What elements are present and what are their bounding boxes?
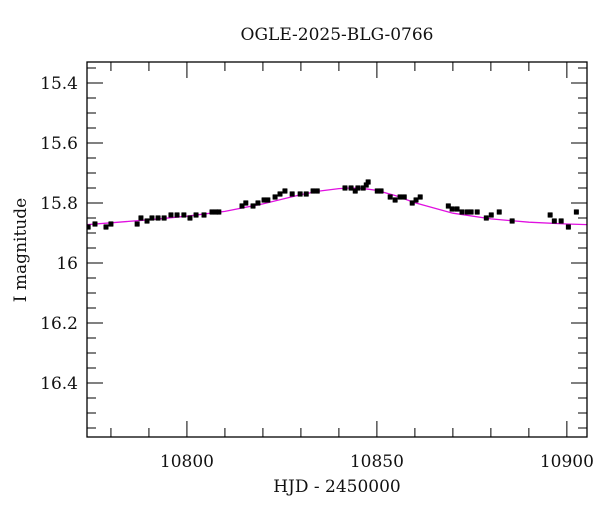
data-point <box>342 185 348 191</box>
data-point <box>187 215 193 221</box>
data-point <box>360 185 366 191</box>
data-point <box>474 209 480 215</box>
data-point <box>392 197 398 203</box>
data-point <box>181 212 187 218</box>
data-point <box>144 218 150 224</box>
x-axis: 10800 10850 10900 <box>110 62 594 472</box>
data-point <box>87 224 91 230</box>
data-point <box>509 218 515 224</box>
data-point <box>289 191 295 197</box>
data-point <box>459 209 465 215</box>
data-point <box>483 215 489 221</box>
data-point <box>378 188 384 194</box>
x-tick-label: 10800 <box>160 452 214 472</box>
data-point <box>103 224 109 230</box>
data-point <box>213 209 219 215</box>
data-point <box>239 203 245 209</box>
data-point <box>282 188 288 194</box>
data-point <box>551 218 557 224</box>
data-point <box>445 203 451 209</box>
data-point <box>174 212 180 218</box>
data-point <box>261 197 267 203</box>
data-point <box>355 185 361 191</box>
y-tick-label: 16.2 <box>40 314 78 334</box>
y-tick-label: 15.6 <box>40 134 78 154</box>
data-point <box>464 209 470 215</box>
data-point <box>193 212 199 218</box>
data-point <box>468 209 474 215</box>
data-point <box>449 206 455 212</box>
data-point <box>363 182 369 188</box>
data-point <box>417 194 423 200</box>
data-point <box>108 221 114 227</box>
data-point <box>155 215 161 221</box>
data-point <box>255 200 261 206</box>
data-point <box>401 194 407 200</box>
data-point <box>348 185 354 191</box>
data-point <box>573 209 579 215</box>
y-axis: 15.4 15.6 15.8 16 16.2 16.4 <box>40 67 587 429</box>
y-tick-label: 15.8 <box>40 194 78 214</box>
data-point <box>409 200 415 206</box>
y-tick-label: 16.4 <box>40 374 78 394</box>
data-point <box>243 200 249 206</box>
data-point <box>397 194 403 200</box>
data-point <box>201 212 207 218</box>
data-point <box>413 197 419 203</box>
data-point <box>92 221 98 227</box>
data-point <box>310 188 316 194</box>
data-point <box>277 191 283 197</box>
data-point <box>134 221 140 227</box>
data-point <box>297 191 303 197</box>
data-point <box>168 212 174 218</box>
data-point <box>374 188 380 194</box>
chart-title: OGLE-2025-BLG-0766 <box>241 25 434 45</box>
data-point <box>161 215 167 221</box>
data-point <box>314 188 320 194</box>
x-tick-label: 10850 <box>350 452 404 472</box>
data-point <box>387 194 393 200</box>
data-point <box>488 212 494 218</box>
data-point <box>565 224 571 230</box>
data-point <box>250 203 256 209</box>
y-tick-label: 16 <box>56 254 78 274</box>
x-tick-label: 10900 <box>540 452 594 472</box>
data-point <box>303 191 309 197</box>
data-point <box>216 209 222 215</box>
y-axis-label: I magnitude <box>11 198 31 302</box>
plot-frame <box>86 61 588 438</box>
x-axis-label: HJD - 2450000 <box>273 477 401 497</box>
data-point <box>352 188 358 194</box>
data-point <box>138 215 144 221</box>
data-point <box>272 194 278 200</box>
data-point <box>265 197 271 203</box>
data-point <box>454 206 460 212</box>
data-point <box>149 215 155 221</box>
data-point <box>209 209 215 215</box>
data-point <box>496 209 502 215</box>
data-point <box>558 218 564 224</box>
data-point <box>547 212 553 218</box>
data-point <box>365 179 371 185</box>
y-tick-label: 15.4 <box>40 74 78 94</box>
plot-area <box>87 179 587 230</box>
